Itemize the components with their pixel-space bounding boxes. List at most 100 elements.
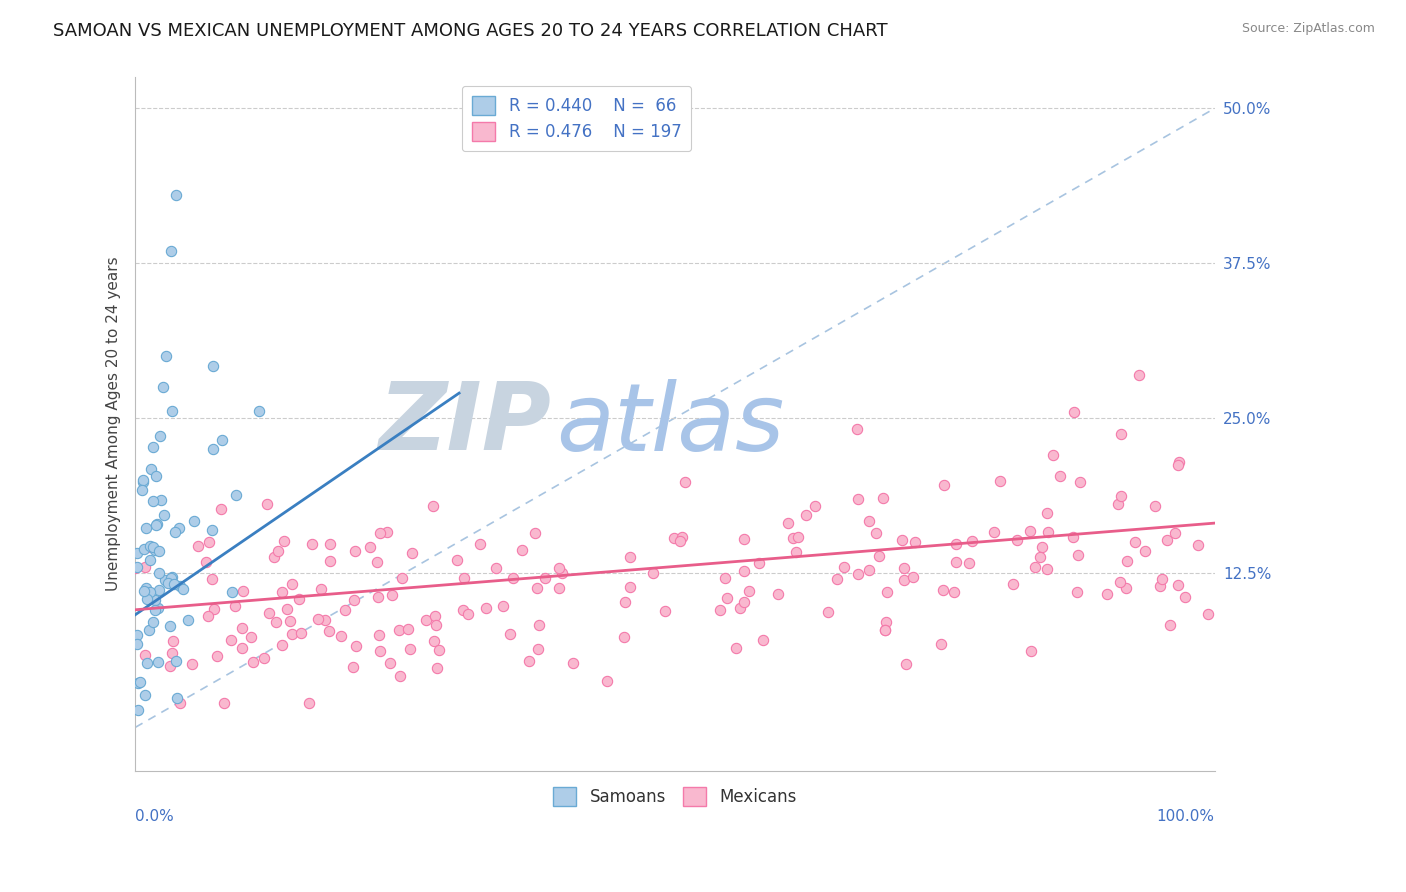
Point <box>1168 455 1191 469</box>
Text: Source: ZipAtlas.com: Source: ZipAtlas.com <box>1241 22 1375 36</box>
Point <box>194 555 217 569</box>
Point <box>266 615 288 630</box>
Point <box>333 602 356 616</box>
Point <box>281 576 304 591</box>
Point <box>132 541 155 556</box>
Point <box>643 566 665 580</box>
Point <box>202 602 225 616</box>
Point <box>156 576 179 591</box>
Point <box>1107 497 1129 511</box>
Point <box>159 659 181 673</box>
Point <box>1036 507 1059 521</box>
Point <box>714 571 737 585</box>
Point <box>127 676 149 690</box>
Point <box>893 561 915 575</box>
Point <box>142 440 165 454</box>
Point <box>148 566 170 580</box>
Point <box>135 521 157 535</box>
Point <box>163 577 186 591</box>
Point <box>1005 533 1028 547</box>
Point <box>671 529 693 543</box>
Point <box>162 634 184 648</box>
Point <box>242 655 264 669</box>
Point <box>423 609 446 624</box>
Point <box>319 554 342 568</box>
Point <box>139 584 162 599</box>
Point <box>124 560 146 574</box>
Point <box>143 592 166 607</box>
Point <box>377 524 399 539</box>
Point <box>139 553 162 567</box>
Point <box>396 622 419 636</box>
Point <box>271 584 294 599</box>
Point <box>890 533 912 548</box>
Point <box>945 555 967 569</box>
Point <box>422 499 444 513</box>
Point <box>1019 644 1042 658</box>
Point <box>314 614 336 628</box>
Point <box>146 655 169 669</box>
Point <box>427 642 450 657</box>
Point <box>167 521 190 535</box>
Point <box>141 540 163 554</box>
Point <box>149 429 172 443</box>
Point <box>782 531 804 545</box>
Point <box>143 543 166 558</box>
Point <box>716 591 738 606</box>
Point <box>1115 581 1137 595</box>
Point <box>343 593 366 607</box>
Point <box>143 603 166 617</box>
Point <box>804 500 827 514</box>
Point <box>134 688 156 702</box>
Point <box>197 608 219 623</box>
Point <box>785 545 807 559</box>
Point <box>150 492 173 507</box>
Point <box>159 619 181 633</box>
Point <box>796 508 818 523</box>
Point <box>733 595 755 609</box>
Point <box>344 639 367 653</box>
Point <box>1197 607 1219 621</box>
Point <box>381 588 404 602</box>
Point <box>510 542 533 557</box>
Point <box>139 539 162 553</box>
Point <box>256 497 278 511</box>
Point <box>1150 572 1173 586</box>
Point <box>1164 526 1187 541</box>
Point <box>318 537 340 551</box>
Point <box>1174 590 1197 604</box>
Point <box>817 605 839 619</box>
Point <box>160 572 183 586</box>
Point <box>1095 587 1118 601</box>
Point <box>547 581 569 595</box>
Point <box>868 549 890 564</box>
Point <box>825 572 848 586</box>
Point <box>733 564 755 578</box>
Point <box>1167 578 1189 592</box>
Point <box>1187 538 1209 552</box>
Point <box>172 582 194 596</box>
Point <box>468 537 491 551</box>
Point <box>865 526 887 541</box>
Point <box>342 660 364 674</box>
Point <box>1109 426 1132 441</box>
Point <box>221 585 243 599</box>
Point <box>547 561 569 575</box>
Text: 0.0%: 0.0% <box>135 809 174 824</box>
Point <box>231 641 253 656</box>
Point <box>873 623 896 637</box>
Point <box>1115 553 1137 567</box>
Point <box>368 628 391 642</box>
Point <box>278 614 301 628</box>
Point <box>253 651 276 665</box>
Point <box>318 624 340 639</box>
Point <box>132 475 155 489</box>
Point <box>934 477 956 491</box>
Point <box>873 623 896 637</box>
Point <box>142 494 165 508</box>
Point <box>533 571 555 585</box>
Point <box>1156 533 1178 547</box>
Point <box>526 642 548 657</box>
Point <box>187 539 209 553</box>
Point <box>160 244 183 258</box>
